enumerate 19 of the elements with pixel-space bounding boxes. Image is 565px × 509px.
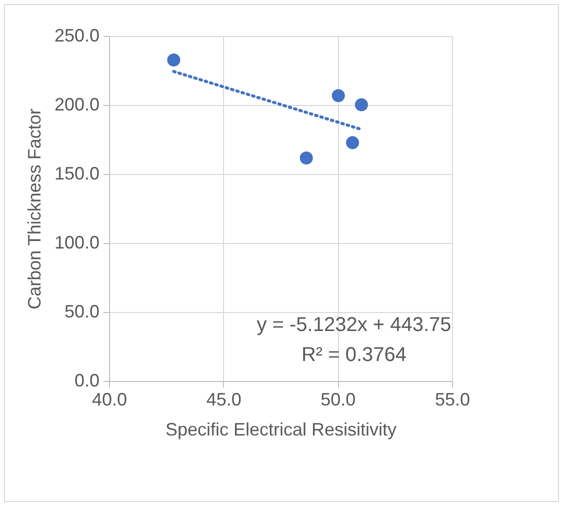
point <box>167 54 180 67</box>
y-tick-label: 250.0 <box>54 26 100 46</box>
point <box>300 151 313 164</box>
y-tick-label: 0.0 <box>74 370 100 390</box>
x-tick-label: 40.0 <box>92 390 128 410</box>
y-tick-label: 150.0 <box>54 164 100 184</box>
point <box>354 98 368 112</box>
point <box>346 136 360 150</box>
x-axis-title: Specific Electrical Resisitivity <box>165 420 397 440</box>
annotation: y = -5.1232x + 443.75 <box>256 314 452 336</box>
annotation: R² = 0.3764 <box>301 344 407 366</box>
y-axis-title: Carbon Thickness Factor <box>24 108 44 310</box>
y-tick-label: 100.0 <box>54 232 100 252</box>
point <box>332 89 345 102</box>
y-tick-label: 200.0 <box>54 94 100 114</box>
x-tick-label: 50.0 <box>320 390 356 410</box>
x-tick-label: 55.0 <box>434 390 470 410</box>
x-tick-label: 45.0 <box>206 390 242 410</box>
y-tick-label: 50.0 <box>64 302 100 322</box>
